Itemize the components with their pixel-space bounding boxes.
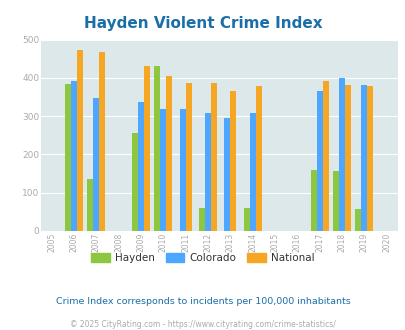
Bar — [344, 85, 350, 231]
Bar — [71, 81, 77, 231]
Legend: Hayden, Colorado, National: Hayden, Colorado, National — [87, 249, 318, 267]
Bar — [77, 50, 83, 231]
Bar — [367, 86, 373, 231]
Bar — [255, 86, 261, 231]
Bar — [224, 118, 230, 231]
Bar — [338, 78, 344, 231]
Bar — [360, 85, 367, 231]
Bar — [185, 83, 191, 231]
Bar — [132, 133, 138, 231]
Bar — [154, 66, 160, 231]
Text: © 2025 CityRating.com - https://www.cityrating.com/crime-statistics/: © 2025 CityRating.com - https://www.city… — [70, 319, 335, 329]
Bar — [87, 179, 93, 231]
Bar — [249, 113, 255, 231]
Bar — [93, 98, 99, 231]
Bar — [160, 109, 166, 231]
Bar — [316, 91, 322, 231]
Bar — [322, 81, 328, 231]
Bar — [166, 76, 172, 231]
Bar — [332, 171, 338, 231]
Bar — [230, 91, 236, 231]
Bar — [65, 84, 71, 231]
Bar — [310, 170, 316, 231]
Bar — [211, 83, 217, 231]
Text: Crime Index corresponds to incidents per 100,000 inhabitants: Crime Index corresponds to incidents per… — [55, 297, 350, 307]
Bar — [205, 113, 211, 231]
Bar — [99, 52, 105, 231]
Bar — [198, 208, 205, 231]
Bar — [179, 109, 185, 231]
Bar — [138, 102, 144, 231]
Bar — [144, 66, 150, 231]
Bar — [354, 209, 360, 231]
Bar — [243, 208, 249, 231]
Text: Hayden Violent Crime Index: Hayden Violent Crime Index — [83, 16, 322, 31]
